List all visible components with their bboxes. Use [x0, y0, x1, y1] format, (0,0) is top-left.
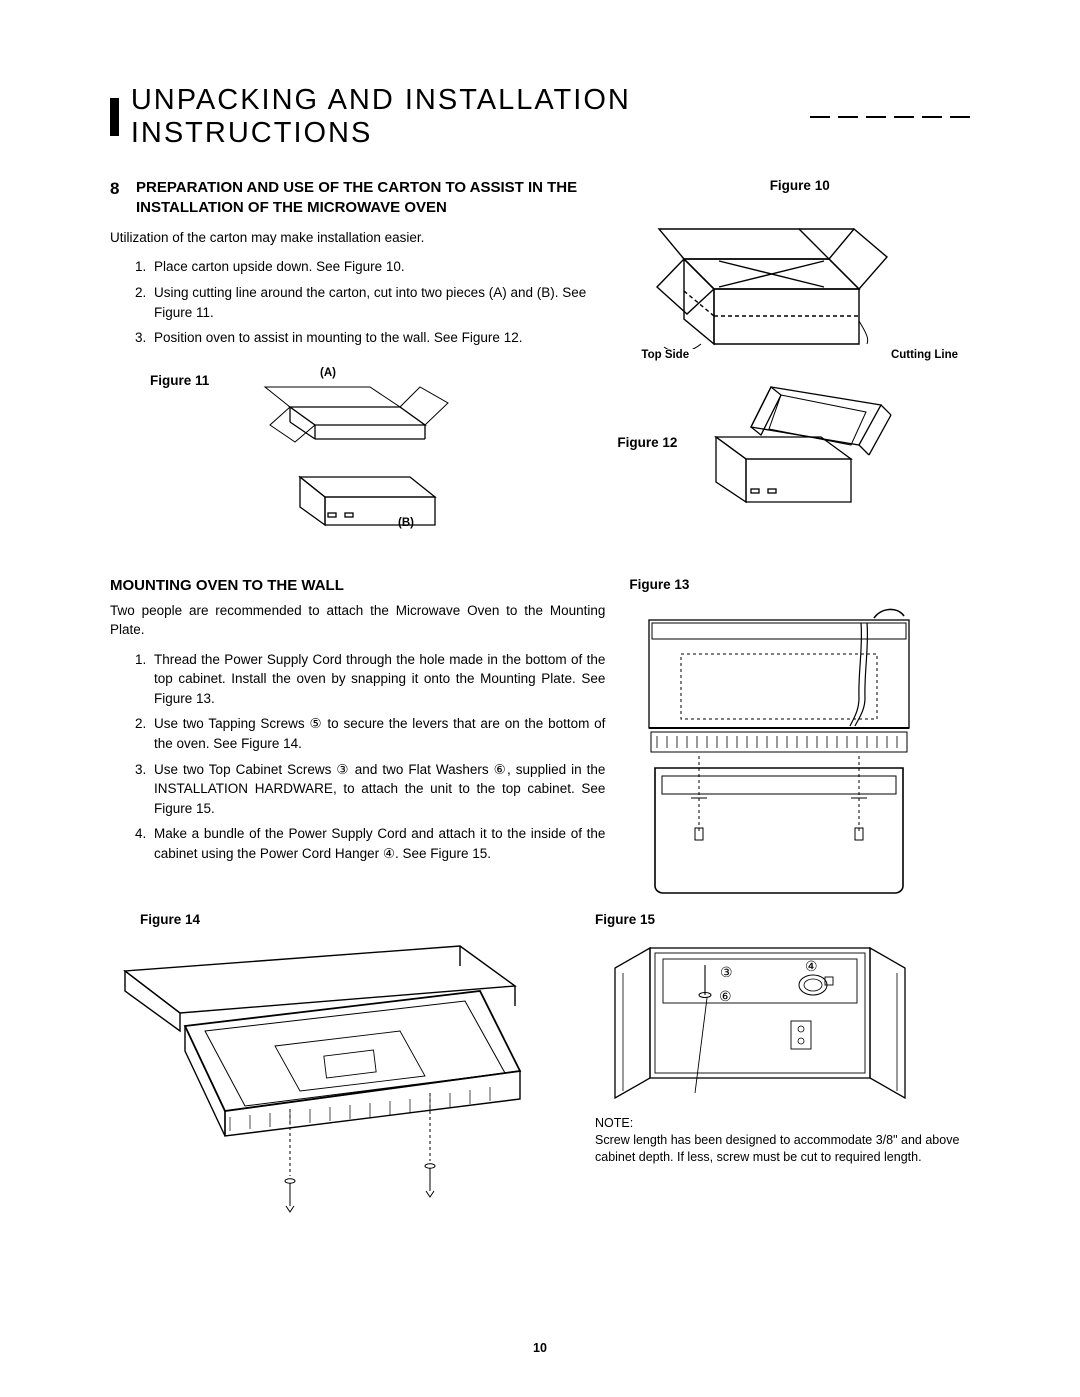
- page-title: UNPACKING AND INSTALLATION INSTRUCTIONS: [131, 84, 796, 150]
- figure-15-note-label: NOTE:: [595, 1116, 633, 1130]
- figure-12-illustration: [691, 367, 911, 517]
- figure-15-note: NOTE: Screw length has been designed to …: [595, 1115, 970, 1166]
- figure-12-label: Figure 12: [617, 435, 677, 450]
- page-number: 10: [0, 1341, 1080, 1355]
- step: Use two Tapping Screws ⑤ to secure the l…: [150, 714, 605, 753]
- figure-13: Figure 13: [629, 577, 970, 898]
- mounting-text: MOUNTING OVEN TO THE WALL Two people are…: [110, 577, 605, 898]
- step: Using cutting line around the carton, cu…: [150, 283, 605, 322]
- step: Position oven to assist in mounting to t…: [150, 328, 605, 348]
- section-title: PREPARATION AND USE OF THE CARTON TO ASS…: [136, 178, 605, 219]
- figure-15-label: Figure 15: [595, 912, 970, 927]
- figures-14-15-row: Figure 14: [110, 912, 970, 1231]
- svg-text:④: ④: [805, 958, 818, 974]
- page-title-row: UNPACKING AND INSTALLATION INSTRUCTIONS: [110, 84, 970, 150]
- mounting-intro: Two people are recommended to attach the…: [110, 602, 605, 640]
- figure-11-label: Figure 11: [150, 373, 209, 388]
- figure-13-label: Figure 13: [629, 577, 970, 592]
- figure-10-callout-left: Top Side: [641, 349, 689, 361]
- section-number: 8: [110, 178, 126, 219]
- section-8-text: 8 PREPARATION AND USE OF THE CARTON TO A…: [110, 178, 605, 361]
- figure-14: Figure 14: [110, 912, 571, 1231]
- mounting-heading: MOUNTING OVEN TO THE WALL: [110, 577, 605, 594]
- step: Place carton upside down. See Figure 10.: [150, 257, 605, 277]
- figure-10: Figure 10: [629, 178, 970, 361]
- section-8-steps: Place carton upside down. See Figure 10.…: [110, 257, 605, 347]
- figure-13-illustration: [629, 598, 970, 898]
- step: Thread the Power Supply Cord through the…: [150, 650, 605, 709]
- figure-10-illustration: [629, 199, 970, 349]
- figure-11-label-b: (B): [398, 517, 414, 529]
- figure-11-illustration: [230, 367, 617, 547]
- mounting-steps: Thread the Power Supply Cord through the…: [110, 650, 605, 864]
- figure-10-label: Figure 10: [629, 178, 970, 193]
- section-8-heading: 8 PREPARATION AND USE OF THE CARTON TO A…: [110, 178, 605, 219]
- figure-14-label: Figure 14: [140, 912, 571, 927]
- title-dash-row: [810, 116, 970, 118]
- svg-text:⑥: ⑥: [719, 988, 732, 1004]
- section-8-intro: Utilization of the carton may make insta…: [110, 229, 605, 248]
- figure-11: Figure 11 (A) (B): [110, 367, 617, 547]
- mounting-section: MOUNTING OVEN TO THE WALL Two people are…: [110, 577, 970, 898]
- section-8: 8 PREPARATION AND USE OF THE CARTON TO A…: [110, 178, 970, 361]
- step: Use two Top Cabinet Screws ③ and two Fla…: [150, 760, 605, 819]
- svg-text:③: ③: [720, 964, 733, 980]
- figure-15-note-body: Screw length has been designed to accomm…: [595, 1133, 959, 1164]
- figures-11-12-row: Figure 11 (A) (B): [110, 367, 970, 547]
- figure-12: Figure 12: [617, 367, 970, 517]
- figure-15: Figure 15: [595, 912, 970, 1166]
- step: Make a bundle of the Power Supply Cord a…: [150, 824, 605, 863]
- title-accent-bar: [110, 98, 119, 136]
- figure-15-illustration: ③ ④ ⑥: [595, 933, 970, 1113]
- page: UNPACKING AND INSTALLATION INSTRUCTIONS …: [0, 0, 1080, 1397]
- figure-14-illustration: [110, 931, 571, 1231]
- figure-11-label-a: (A): [320, 367, 336, 379]
- figure-10-callout-right: Cutting Line: [891, 349, 958, 361]
